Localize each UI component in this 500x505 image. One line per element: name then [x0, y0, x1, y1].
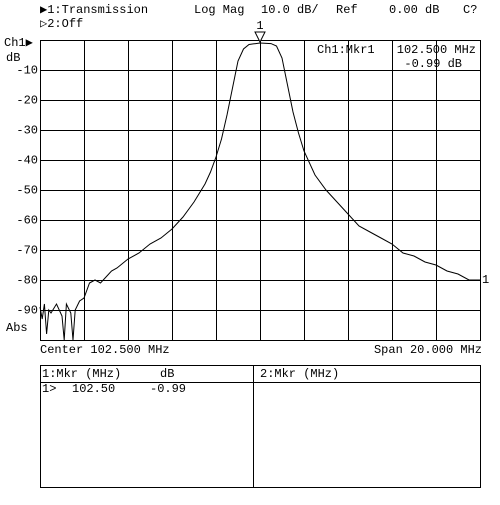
y-tick-label: -90: [16, 304, 38, 318]
table-cell: 1>: [42, 382, 56, 396]
table-cell: -0.99: [150, 382, 186, 396]
format: Log Mag: [194, 3, 244, 17]
table-header: 2:Mkr (MHz): [260, 367, 339, 381]
y-tick-label: -70: [16, 244, 38, 258]
mode: Abs: [6, 321, 28, 335]
trace1: ▶1:Transmission: [40, 3, 148, 17]
y-tick-label: -60: [16, 214, 38, 228]
table-frame: [40, 365, 481, 488]
y-tick-label: -20: [16, 94, 38, 108]
marker-label: 1: [256, 19, 263, 33]
trace: [39, 42, 480, 341]
y-tick-label: -30: [16, 124, 38, 138]
y-tick-label: -80: [16, 274, 38, 288]
table-cell: 102.50: [72, 382, 115, 396]
table-header: dB: [160, 367, 174, 381]
y-tick-label: -10: [16, 64, 38, 78]
marker-level: -0.99 dB: [404, 57, 462, 71]
y-tick-label: -40: [16, 154, 38, 168]
ref-value: 0.00 dB: [389, 3, 439, 17]
span: Span 20.000 MHz: [374, 343, 482, 357]
table-header: 1:Mkr (MHz): [42, 367, 121, 381]
trace2: ▷2:Off: [40, 17, 83, 31]
edge-label: 1: [482, 273, 489, 287]
marker: [254, 31, 266, 44]
y-tick-label: -50: [16, 184, 38, 198]
channel: Ch1▶: [4, 36, 34, 50]
unit: dB: [6, 51, 20, 65]
ref: Ref: [336, 3, 358, 17]
status: C?: [463, 3, 477, 17]
center: Center 102.500 MHz: [40, 343, 170, 357]
marker-title: Ch1:Mkr1: [317, 43, 375, 57]
scale: 10.0 dB/: [261, 3, 319, 17]
